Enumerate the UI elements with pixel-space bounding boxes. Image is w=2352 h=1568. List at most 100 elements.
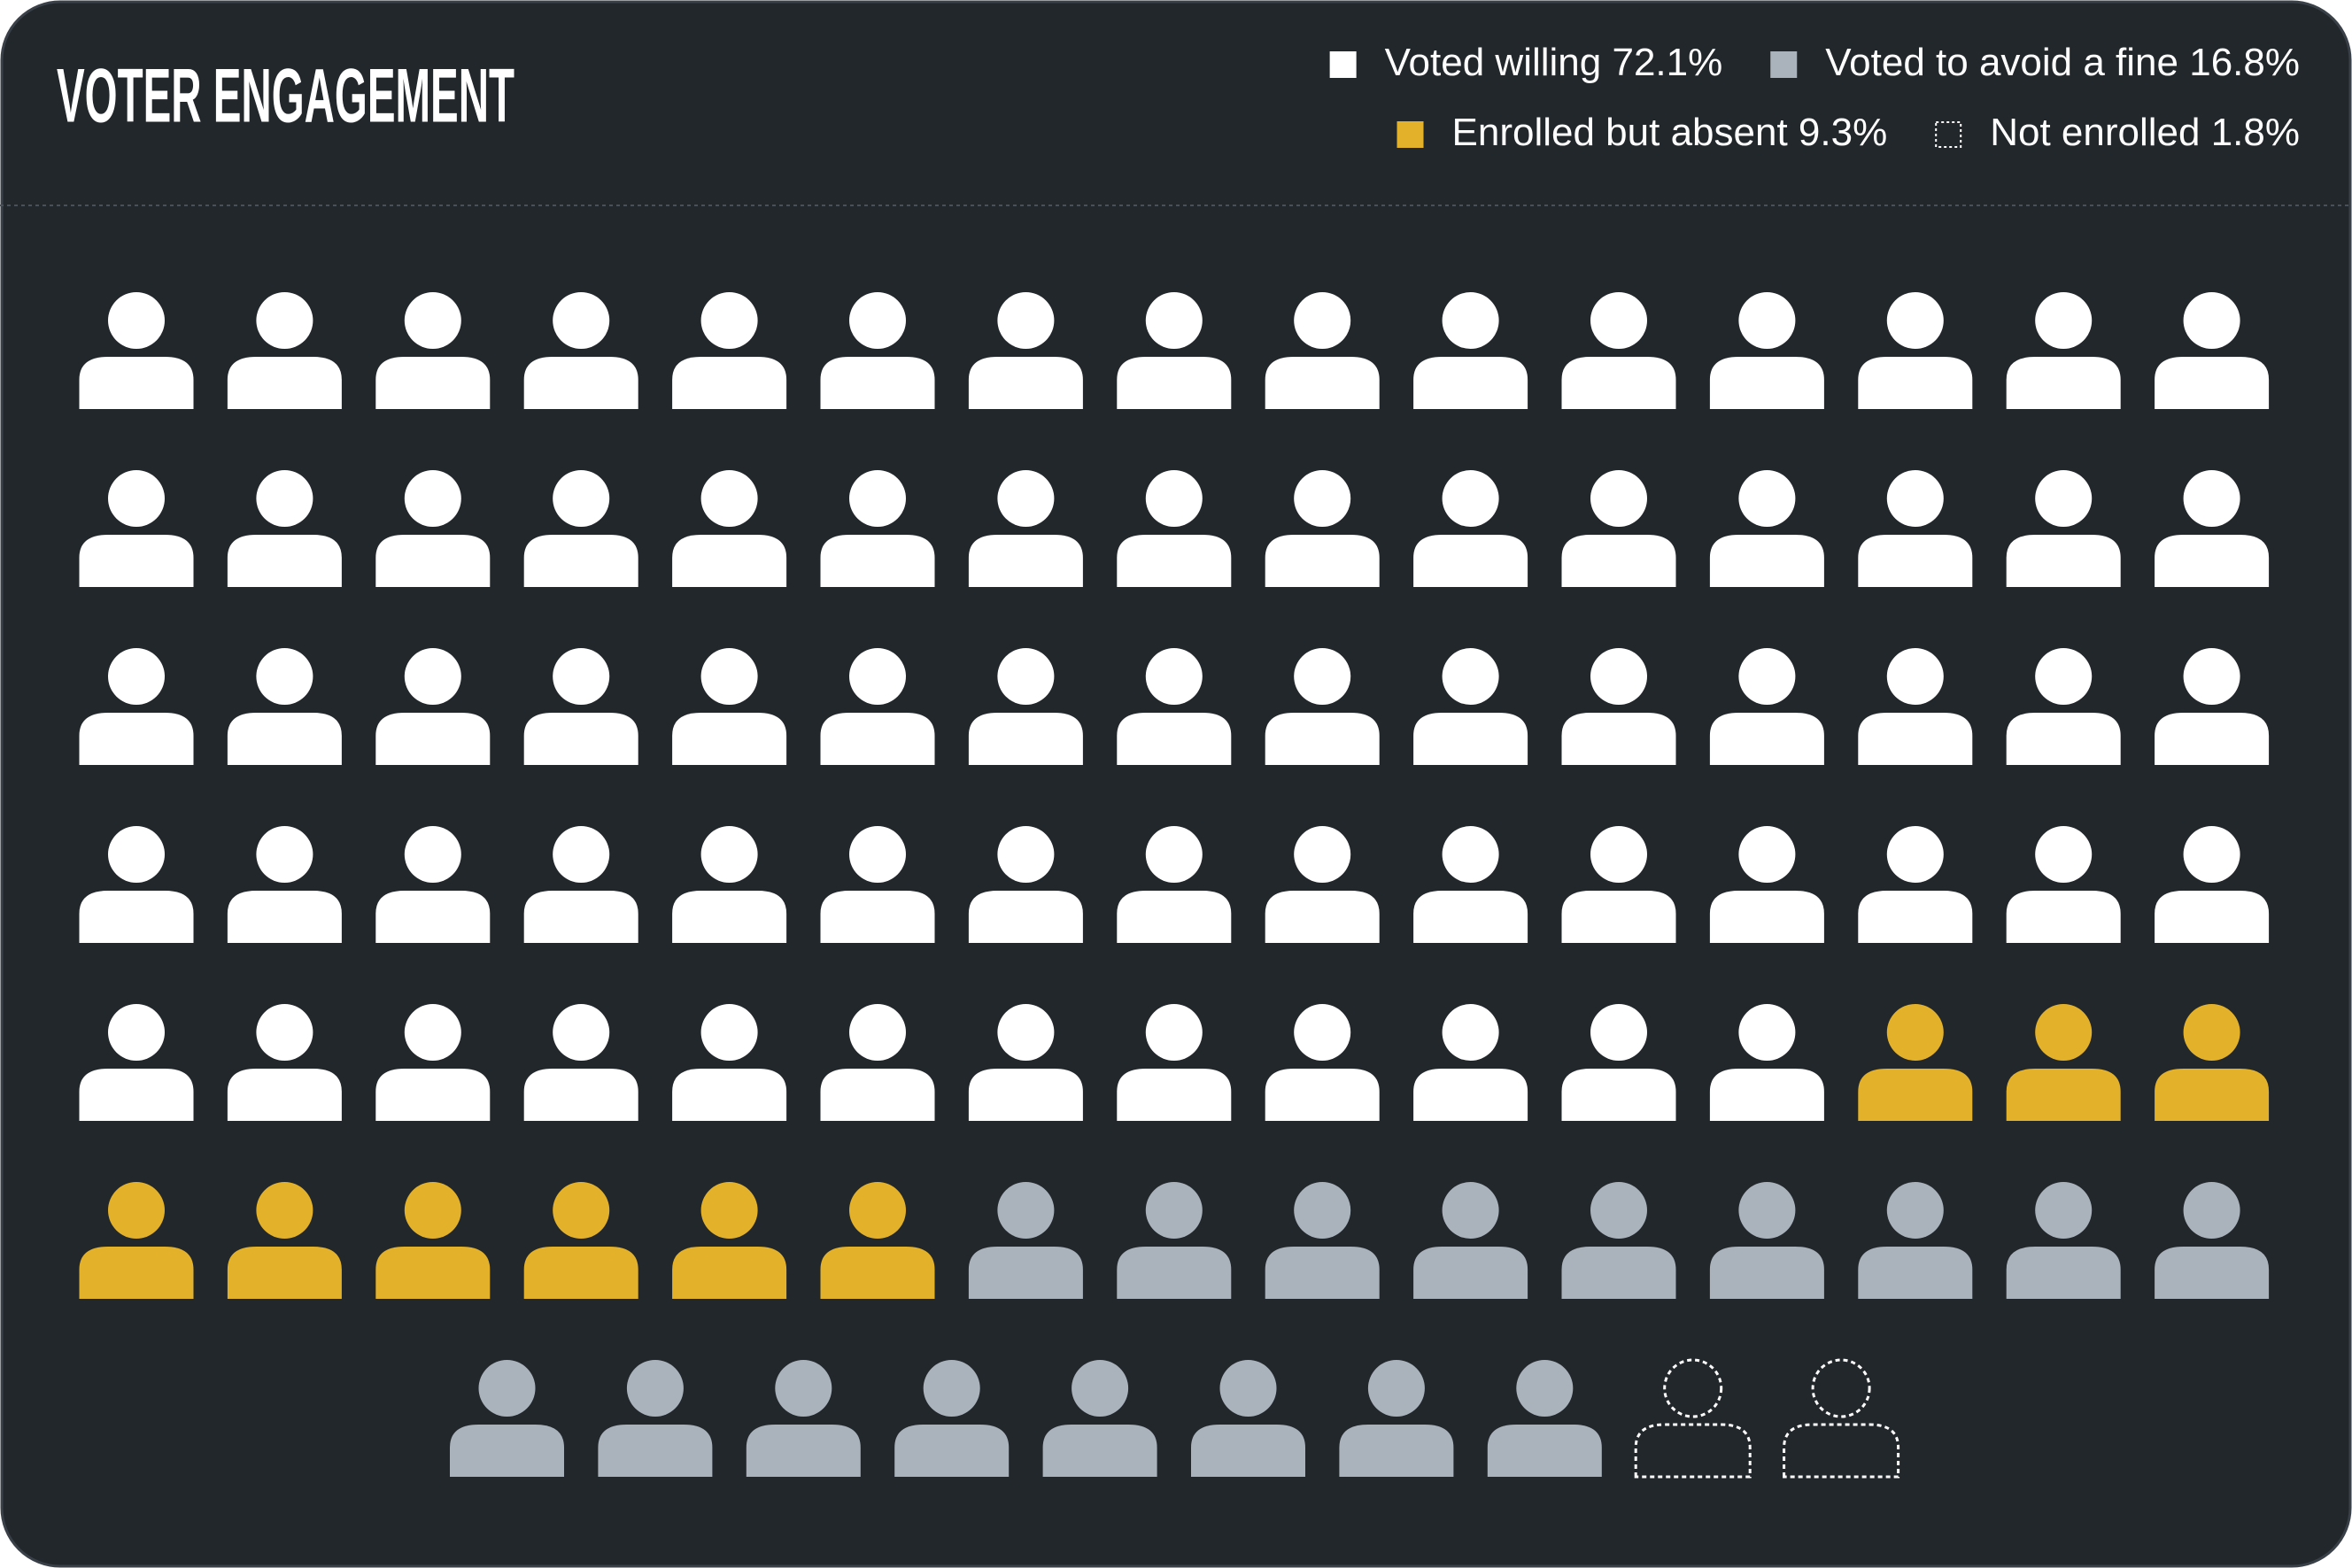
person-icon bbox=[1561, 1182, 1676, 1299]
icon-head bbox=[1590, 1004, 1647, 1061]
icon-body bbox=[2006, 1247, 2121, 1299]
icon-head bbox=[849, 1182, 906, 1239]
icon-body bbox=[820, 891, 935, 943]
person-icon bbox=[1117, 292, 1232, 409]
icon-body bbox=[523, 1247, 638, 1299]
person-icon bbox=[672, 826, 787, 943]
icon-head bbox=[1886, 826, 1944, 883]
icon-body bbox=[227, 1247, 342, 1299]
person-icon bbox=[1561, 826, 1676, 943]
icon-body bbox=[375, 535, 491, 587]
person-icon bbox=[2006, 648, 2121, 765]
person-icon bbox=[1709, 470, 1824, 587]
person-icon bbox=[2155, 470, 2270, 587]
icon-body bbox=[820, 535, 935, 587]
person-icon bbox=[2006, 470, 2121, 587]
person-icon bbox=[227, 292, 342, 409]
icon-body bbox=[968, 1247, 1083, 1299]
person-icon bbox=[227, 1182, 342, 1299]
person-icon bbox=[672, 1182, 787, 1299]
icon-body bbox=[2155, 357, 2270, 409]
person-icon bbox=[1709, 648, 1824, 765]
icon-head bbox=[1145, 470, 1203, 527]
icon-body bbox=[1858, 1247, 1973, 1299]
legend-label: Not enrolled 1.8% bbox=[1990, 111, 2300, 154]
icon-body bbox=[2155, 891, 2270, 943]
icon-body bbox=[1783, 1423, 1900, 1479]
icon-head bbox=[700, 648, 758, 705]
icon-body bbox=[1709, 357, 1824, 409]
icon-body bbox=[672, 535, 787, 587]
person-icon bbox=[894, 1360, 1010, 1477]
icon-head bbox=[1294, 470, 1351, 527]
icon-head bbox=[256, 648, 313, 705]
legend-swatch bbox=[1329, 51, 1357, 78]
person-icon bbox=[1413, 292, 1528, 409]
person-icon bbox=[375, 648, 491, 765]
person-icon bbox=[1413, 1182, 1528, 1299]
icon-body bbox=[1487, 1425, 1602, 1477]
legend-name: Voted to avoid a fine bbox=[1825, 41, 2178, 84]
person-icon bbox=[2006, 1182, 2121, 1299]
person-icon bbox=[1413, 648, 1528, 765]
icon-head bbox=[997, 292, 1055, 349]
icon-head bbox=[1442, 826, 1499, 883]
icon-body bbox=[968, 357, 1083, 409]
icon-head bbox=[478, 1360, 536, 1417]
person-icon bbox=[968, 292, 1083, 409]
person-icon bbox=[1709, 292, 1824, 409]
icon-body bbox=[375, 1069, 491, 1121]
icon-head bbox=[553, 648, 610, 705]
icon-head bbox=[1886, 1182, 1944, 1239]
icon-body bbox=[1265, 713, 1380, 765]
icon-body bbox=[227, 1069, 342, 1121]
icon-head bbox=[1367, 1360, 1425, 1417]
icon-head bbox=[700, 292, 758, 349]
icon-body bbox=[1117, 357, 1232, 409]
icon-body bbox=[79, 357, 194, 409]
icon-head bbox=[2035, 1182, 2093, 1239]
person-icon bbox=[79, 1004, 194, 1121]
icon-body bbox=[820, 713, 935, 765]
icon-head bbox=[1738, 826, 1796, 883]
person-icon bbox=[1265, 1182, 1380, 1299]
icon-body bbox=[968, 713, 1083, 765]
person-icon bbox=[1709, 1004, 1824, 1121]
icon-body bbox=[672, 713, 787, 765]
icon-body bbox=[2006, 891, 2121, 943]
icon-body bbox=[1117, 1069, 1232, 1121]
icon-body bbox=[79, 713, 194, 765]
icon-head bbox=[700, 1182, 758, 1239]
icon-body bbox=[227, 713, 342, 765]
icon-head bbox=[849, 826, 906, 883]
icon-body bbox=[1117, 713, 1232, 765]
icon-head bbox=[1294, 648, 1351, 705]
icon-head bbox=[1590, 292, 1647, 349]
person-icon bbox=[1561, 470, 1676, 587]
person-icon bbox=[375, 826, 491, 943]
person-icon bbox=[820, 648, 935, 765]
icon-body bbox=[375, 891, 491, 943]
icon-head bbox=[849, 470, 906, 527]
icon-body bbox=[1265, 535, 1380, 587]
icon-head bbox=[2035, 470, 2093, 527]
person-icon bbox=[672, 648, 787, 765]
person-icon bbox=[968, 1004, 1083, 1121]
icon-body bbox=[2155, 1069, 2270, 1121]
icon-head bbox=[404, 470, 461, 527]
icon-head bbox=[108, 648, 165, 705]
icon-head bbox=[1516, 1360, 1574, 1417]
person-icon bbox=[820, 826, 935, 943]
pictogram bbox=[79, 292, 2270, 1479]
icon-head bbox=[404, 1004, 461, 1061]
icon-body bbox=[227, 357, 342, 409]
icon-head bbox=[1738, 1004, 1796, 1061]
icon-head bbox=[2035, 648, 2093, 705]
icon-head bbox=[404, 292, 461, 349]
icon-body bbox=[227, 535, 342, 587]
legend-name: Voted willing bbox=[1385, 41, 1602, 84]
icon-body bbox=[1265, 357, 1380, 409]
icon-body bbox=[1561, 713, 1676, 765]
icon-body bbox=[1191, 1425, 1305, 1477]
